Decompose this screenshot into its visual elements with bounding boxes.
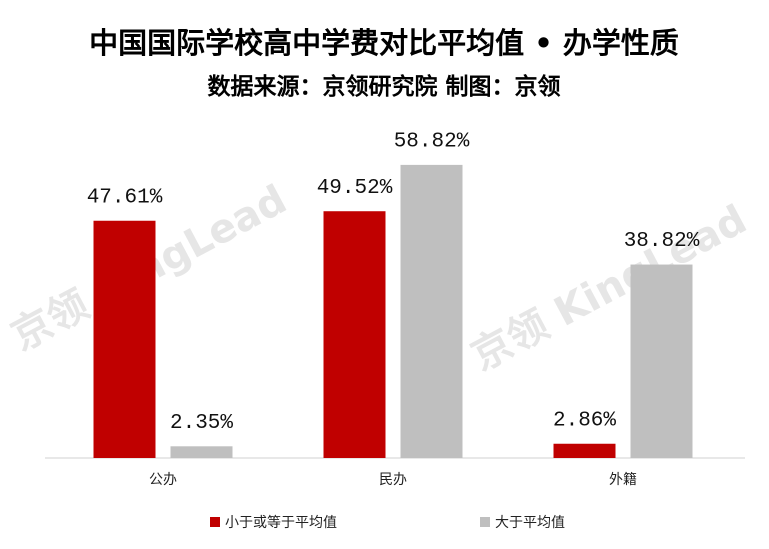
- bar: [170, 446, 233, 458]
- x-tick-label: 公办: [149, 472, 177, 488]
- data-label: 49.52%: [317, 177, 393, 200]
- legend-label: 小于或等于平均值: [225, 514, 337, 531]
- bar: [323, 211, 386, 458]
- data-label: 58.82%: [394, 130, 470, 153]
- data-label: 38.82%: [624, 230, 700, 253]
- data-label: 2.86%: [553, 409, 616, 432]
- bar: [400, 164, 463, 458]
- data-label: 47.61%: [87, 186, 163, 209]
- chart-title: 中国国际学校高中学费对比平均值 • 办学性质: [89, 26, 679, 60]
- legend-swatch: [210, 517, 220, 527]
- x-tick-label: 民办: [379, 472, 407, 488]
- bar: [93, 220, 156, 458]
- data-label: 2.35%: [170, 412, 233, 435]
- chart-subtitle: 数据来源：京领研究院 制图：京领: [207, 73, 560, 100]
- legend-label: 大于平均值: [495, 515, 565, 531]
- bar: [553, 443, 616, 458]
- x-tick-label: 外籍: [609, 471, 637, 488]
- bar: [630, 264, 693, 458]
- legend-swatch: [480, 517, 490, 527]
